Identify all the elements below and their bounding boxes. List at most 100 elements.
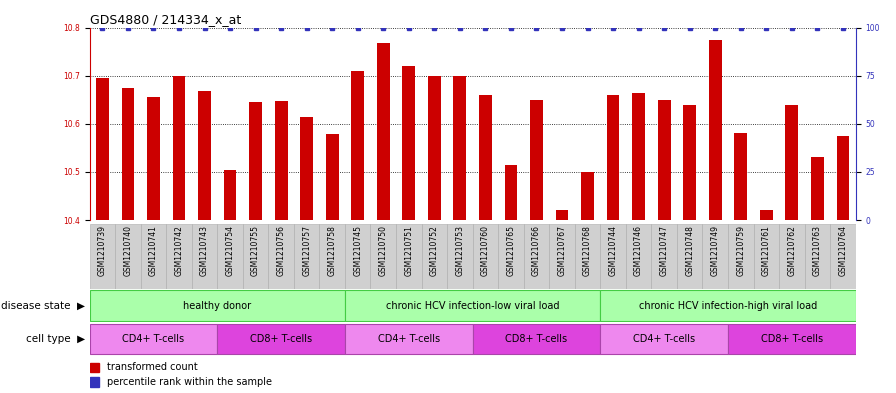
FancyBboxPatch shape (702, 224, 728, 289)
FancyBboxPatch shape (805, 224, 831, 289)
Text: GSM1210739: GSM1210739 (98, 226, 107, 277)
FancyBboxPatch shape (473, 224, 498, 289)
Text: GSM1210751: GSM1210751 (404, 226, 413, 276)
Text: GSM1210752: GSM1210752 (430, 226, 439, 276)
FancyBboxPatch shape (422, 224, 447, 289)
Bar (90, 377, 99, 387)
Bar (479, 95, 492, 220)
Bar (607, 95, 619, 220)
Text: GSM1210764: GSM1210764 (839, 226, 848, 277)
Bar (684, 105, 696, 220)
Bar (786, 105, 798, 220)
Text: GSM1210757: GSM1210757 (302, 226, 311, 277)
Text: GSM1210761: GSM1210761 (762, 226, 771, 276)
Text: GSM1210754: GSM1210754 (226, 226, 235, 277)
FancyBboxPatch shape (780, 224, 805, 289)
Text: CD8+ T-cells: CD8+ T-cells (250, 334, 312, 344)
Text: GSM1210766: GSM1210766 (532, 226, 541, 277)
Text: cell type  ▶: cell type ▶ (26, 334, 85, 344)
Text: GSM1210755: GSM1210755 (251, 226, 260, 277)
Bar (811, 158, 823, 220)
Text: GSM1210750: GSM1210750 (379, 226, 388, 277)
Bar (735, 134, 747, 220)
Text: CD8+ T-cells: CD8+ T-cells (505, 334, 567, 344)
Bar (275, 101, 288, 220)
Text: GSM1210740: GSM1210740 (124, 226, 133, 277)
Bar (428, 76, 441, 220)
Bar (530, 100, 543, 220)
Bar (709, 40, 721, 220)
Bar (658, 100, 670, 220)
Text: GSM1210743: GSM1210743 (200, 226, 209, 277)
FancyBboxPatch shape (116, 224, 141, 289)
Text: GSM1210744: GSM1210744 (608, 226, 617, 277)
FancyBboxPatch shape (524, 224, 549, 289)
Text: GSM1210758: GSM1210758 (328, 226, 337, 276)
Text: chronic HCV infection-high viral load: chronic HCV infection-high viral load (639, 301, 817, 310)
FancyBboxPatch shape (447, 224, 473, 289)
FancyBboxPatch shape (677, 224, 702, 289)
FancyBboxPatch shape (600, 323, 728, 354)
Bar (760, 211, 772, 220)
Bar (249, 102, 262, 220)
FancyBboxPatch shape (831, 224, 856, 289)
FancyBboxPatch shape (243, 224, 269, 289)
Text: GSM1210765: GSM1210765 (506, 226, 515, 277)
Text: GSM1210763: GSM1210763 (813, 226, 822, 277)
FancyBboxPatch shape (294, 224, 320, 289)
Bar (351, 71, 364, 220)
Text: GSM1210747: GSM1210747 (659, 226, 668, 277)
Bar (556, 211, 568, 220)
Text: healthy donor: healthy donor (183, 301, 252, 310)
FancyBboxPatch shape (626, 224, 651, 289)
Bar (326, 134, 339, 220)
Bar (147, 97, 159, 220)
Bar (504, 165, 517, 220)
Bar (453, 76, 466, 220)
Bar (633, 92, 645, 220)
Bar (377, 43, 390, 220)
Bar (224, 169, 237, 220)
FancyBboxPatch shape (651, 224, 677, 289)
FancyBboxPatch shape (141, 224, 167, 289)
Text: GSM1210762: GSM1210762 (788, 226, 797, 276)
Text: GSM1210741: GSM1210741 (149, 226, 158, 276)
FancyBboxPatch shape (575, 224, 600, 289)
Text: GSM1210745: GSM1210745 (353, 226, 362, 277)
Text: GSM1210768: GSM1210768 (583, 226, 592, 276)
Text: percentile rank within the sample: percentile rank within the sample (107, 377, 271, 387)
FancyBboxPatch shape (473, 323, 600, 354)
Bar (122, 88, 134, 220)
FancyBboxPatch shape (498, 224, 524, 289)
Text: disease state  ▶: disease state ▶ (1, 301, 85, 310)
FancyBboxPatch shape (90, 224, 116, 289)
Text: GSM1210748: GSM1210748 (685, 226, 694, 276)
FancyBboxPatch shape (754, 224, 780, 289)
FancyBboxPatch shape (600, 290, 856, 321)
Text: GSM1210746: GSM1210746 (634, 226, 643, 277)
FancyBboxPatch shape (218, 323, 345, 354)
FancyBboxPatch shape (600, 224, 626, 289)
FancyBboxPatch shape (218, 224, 243, 289)
FancyBboxPatch shape (320, 224, 345, 289)
FancyBboxPatch shape (371, 224, 396, 289)
FancyBboxPatch shape (549, 224, 575, 289)
FancyBboxPatch shape (345, 224, 371, 289)
FancyBboxPatch shape (167, 224, 192, 289)
Text: GSM1210760: GSM1210760 (481, 226, 490, 277)
Text: CD4+ T-cells: CD4+ T-cells (378, 334, 440, 344)
FancyBboxPatch shape (345, 290, 600, 321)
FancyBboxPatch shape (728, 224, 754, 289)
Bar (198, 91, 211, 220)
FancyBboxPatch shape (345, 323, 473, 354)
Bar (582, 172, 594, 220)
FancyBboxPatch shape (269, 224, 294, 289)
Text: GSM1210753: GSM1210753 (455, 226, 464, 277)
Bar (96, 78, 108, 220)
FancyBboxPatch shape (90, 290, 345, 321)
Text: GSM1210767: GSM1210767 (557, 226, 566, 277)
Text: chronic HCV infection-low viral load: chronic HCV infection-low viral load (386, 301, 559, 310)
FancyBboxPatch shape (192, 224, 218, 289)
Text: CD4+ T-cells: CD4+ T-cells (633, 334, 695, 344)
Text: GSM1210742: GSM1210742 (175, 226, 184, 276)
